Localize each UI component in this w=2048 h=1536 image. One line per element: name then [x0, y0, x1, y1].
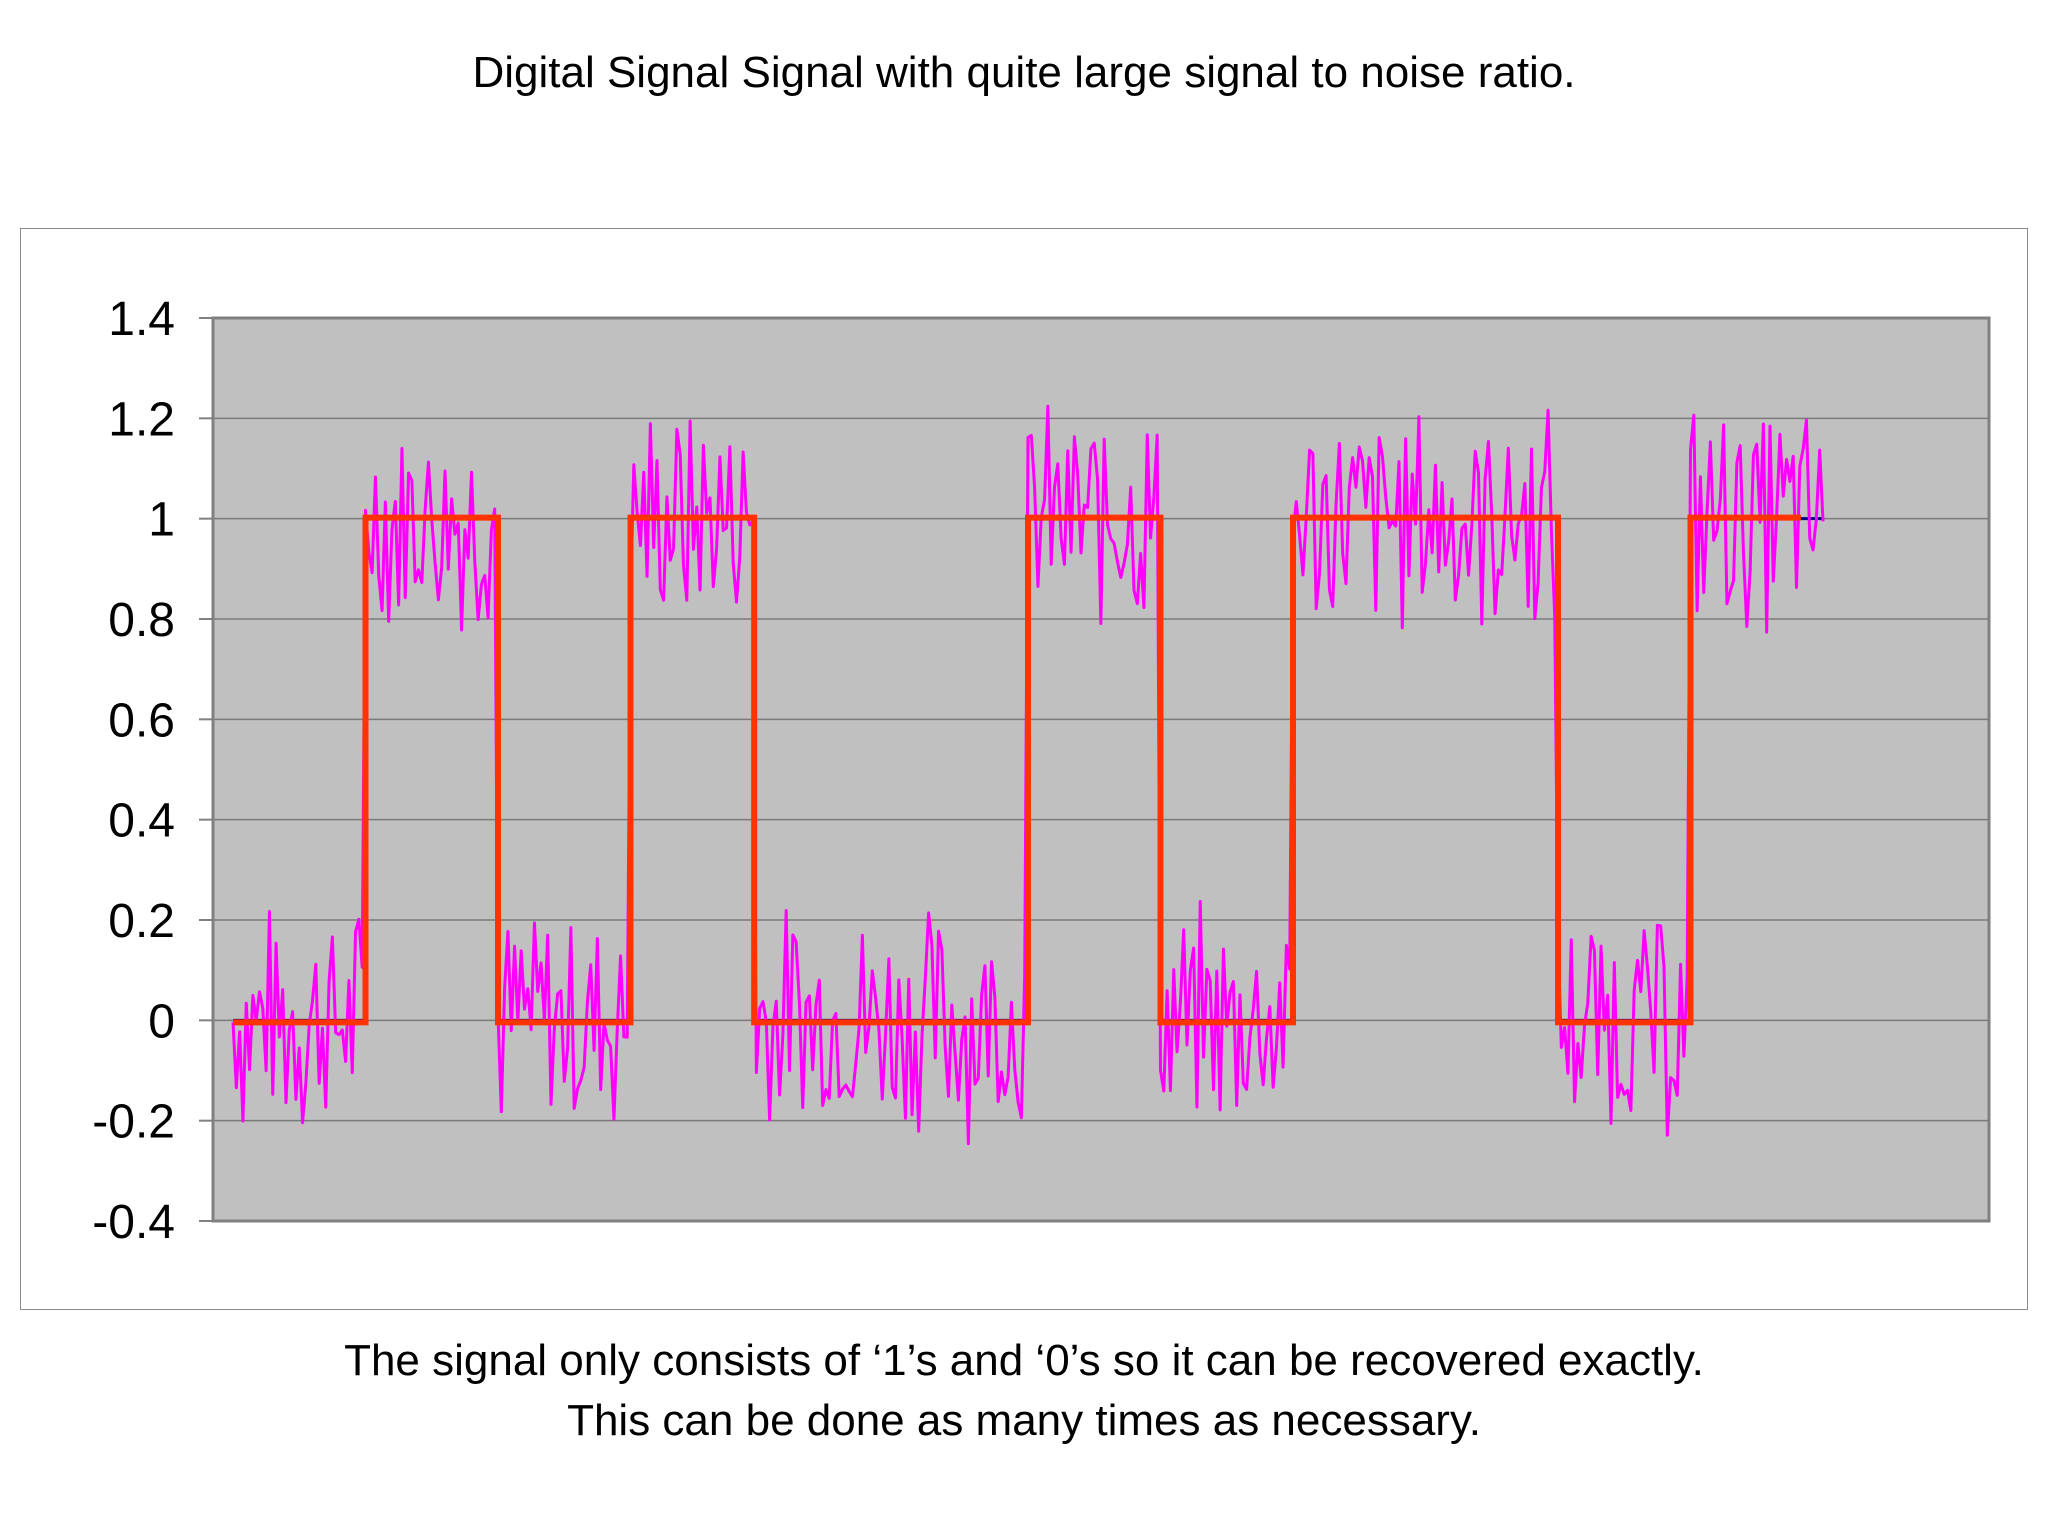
slide-title: Digital Signal Signal with quite large s…	[472, 48, 1576, 97]
caption-line-1: The signal only consists of ‘1’s and ‘0’…	[344, 1336, 1704, 1385]
y-tick-label: 0.2	[108, 895, 175, 948]
y-tick-label: -0.4	[92, 1196, 175, 1249]
chart-frame: 1.4 1.2 1 0.8 0.6 0.4 0.2 0 -0.2 -0.4	[20, 228, 2028, 1310]
y-tick-label: 1	[148, 494, 175, 547]
y-tick-label: 0.6	[108, 694, 175, 747]
y-tick-label: 1.4	[108, 293, 175, 346]
y-tick-label: 0.4	[108, 795, 175, 848]
y-tick-label: 0.8	[108, 594, 175, 647]
signal-chart: 1.4 1.2 1 0.8 0.6 0.4 0.2 0 -0.2 -0.4	[92, 293, 1991, 1249]
caption-line-2: This can be done as many times as necess…	[567, 1396, 1481, 1445]
y-tick-label: -0.2	[92, 1096, 175, 1149]
recovered-signal-series	[233, 514, 1801, 1026]
series-group	[231, 404, 1825, 1146]
y-axis-ticks: 1.4 1.2 1 0.8 0.6 0.4 0.2 0 -0.2 -0.4	[92, 293, 213, 1249]
y-tick-label: 0	[148, 995, 175, 1048]
y-tick-label: 1.2	[108, 393, 175, 446]
